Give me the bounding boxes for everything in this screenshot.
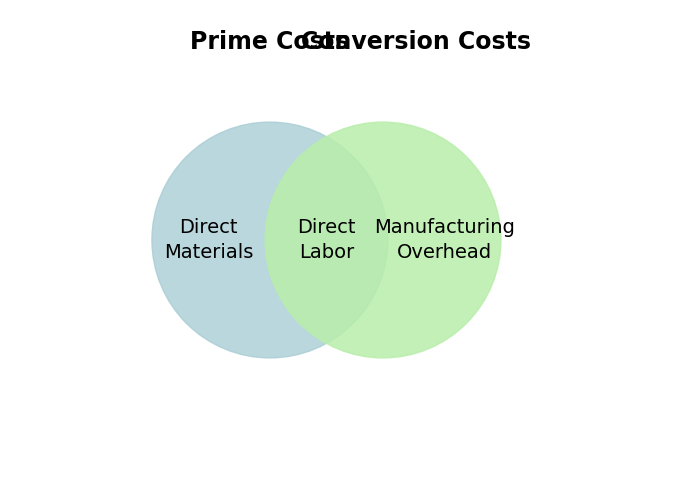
Text: Conversion Costs: Conversion Costs xyxy=(301,30,531,54)
Text: Direct
Materials: Direct Materials xyxy=(164,218,253,262)
Text: Direct
Labor: Direct Labor xyxy=(298,218,356,262)
Text: Prime Costs: Prime Costs xyxy=(190,30,349,54)
Text: Manufacturing
Overhead: Manufacturing Overhead xyxy=(374,218,514,262)
Circle shape xyxy=(265,122,501,358)
Circle shape xyxy=(152,122,388,358)
